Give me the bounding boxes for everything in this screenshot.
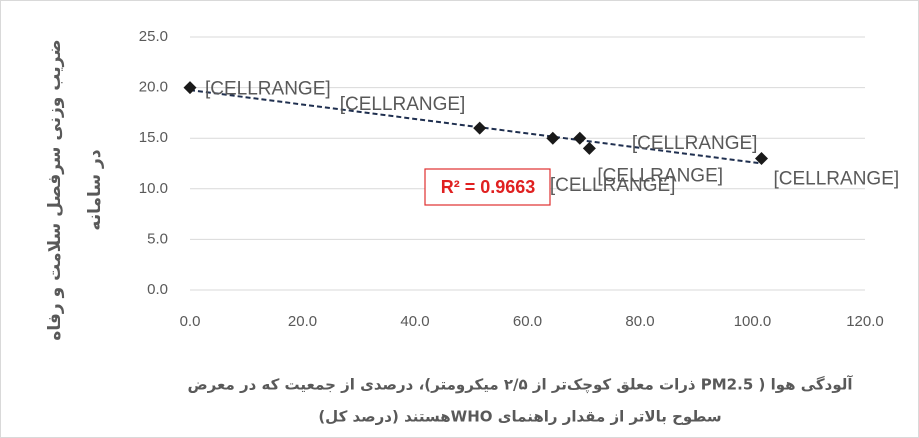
marker: [582, 141, 596, 155]
y-tick-label: 25.0: [139, 28, 168, 45]
y-axis-title-line: در سامانه: [85, 149, 105, 230]
x-axis-title-line: آلودگی هوا ( PM2.5 ذرات معلق کوچک‌تر از …: [187, 376, 853, 395]
data-label: [CELLRANGE]: [632, 133, 758, 154]
x-tick-label: 40.0: [400, 313, 429, 330]
y-axis-title-line: ضریب وزنی سرفصل سلامت و رفاه: [45, 39, 65, 340]
data-label: [CELLRANGE]: [597, 165, 723, 186]
x-tick-label: 120.0: [846, 313, 884, 330]
x-tick-label: 20.0: [288, 313, 317, 330]
marker: [473, 121, 487, 135]
y-axis-title: ضریب وزنی سرفصل سلامت و رفاه در سامانه: [45, 39, 105, 340]
y-tick-label: 20.0: [139, 79, 168, 96]
x-axis-title-line: سطوح بالاتر از مقدار راهنمای WHOهستند (د…: [318, 408, 721, 426]
marker: [183, 81, 197, 95]
data-label: [CELLRANGE]: [774, 168, 900, 189]
y-tick-label: 0.0: [147, 281, 168, 298]
y-tick-label: 5.0: [147, 230, 168, 247]
y-tick-label: 15.0: [139, 129, 168, 146]
marker: [755, 151, 768, 165]
annotation: R² = 0.9663: [441, 177, 536, 197]
x-tick-label: 100.0: [734, 313, 772, 330]
data-label: [CELLRANGE]: [205, 79, 331, 100]
x-tick-label: 80.0: [625, 313, 654, 330]
data-label: [CELLRANGE]: [550, 175, 676, 196]
data-label: [CELLRANGE]: [340, 94, 466, 115]
marker: [573, 131, 587, 145]
annotation-box: [424, 168, 551, 206]
y-tick-label: 10.0: [139, 180, 168, 197]
marker: [546, 131, 560, 145]
x-tick-label: 0.0: [180, 313, 201, 330]
x-tick-label: 60.0: [513, 313, 542, 330]
